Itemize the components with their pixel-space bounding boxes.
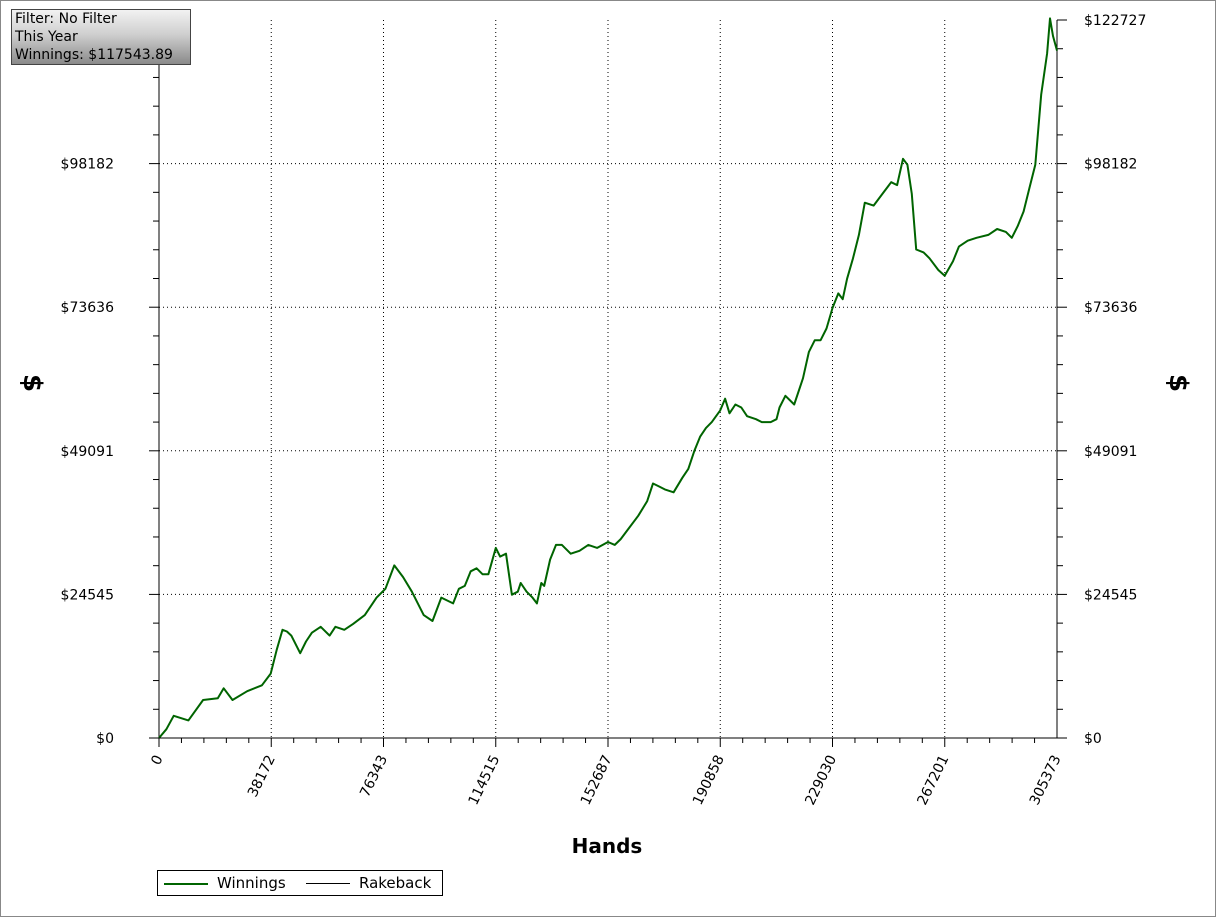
y-tick-label-left: $73636 [61, 300, 115, 316]
y-axis-title-right: $ [1163, 374, 1193, 392]
x-tick-label: 190858 [690, 753, 728, 808]
y-tick-label-left: $0 [96, 731, 114, 747]
legend-swatch-rakeback [306, 883, 350, 884]
legend-swatch-winnings [164, 883, 208, 885]
legend-label-rakeback: Rakeback [359, 874, 432, 892]
x-tick-label: 152687 [578, 753, 616, 808]
x-tick-label: 229030 [802, 753, 840, 808]
period-text: This Year [15, 29, 78, 45]
label-layer: $0 $0 $24545 $24545 $49091 $49091 $73636 $73636… [52, 13, 1147, 808]
y-tick-label-right: $122727 [1084, 13, 1146, 29]
legend: Winnings Rakeback [157, 870, 443, 896]
x-tick-label: 0 [148, 753, 166, 768]
x-axis-title: Hands [572, 834, 643, 858]
winnings-text: Winnings: $117543.89 [15, 47, 173, 63]
x-tick-label: 305373 [1027, 753, 1065, 808]
y-tick-label-right: $24545 [1084, 587, 1137, 603]
series-layer [158, 17, 1058, 739]
x-tick-label: 114515 [466, 753, 504, 808]
x-tick-label: 267201 [915, 753, 953, 808]
y-tick-label-right: $98182 [1084, 157, 1137, 173]
legend-label-winnings: Winnings [217, 874, 286, 892]
filter-text: Filter: No Filter [15, 11, 117, 27]
y-tick-label-left: $24545 [61, 587, 114, 603]
series-line-winnings [158, 17, 1058, 739]
grid-layer [159, 20, 1057, 738]
y-tick-label-right: $49091 [1084, 444, 1137, 460]
y-tick-label-left: $49091 [61, 444, 114, 460]
y-tick-label-right: $73636 [1084, 300, 1138, 316]
filter-info-box: Filter: No Filter This Year Winnings: $1… [11, 9, 191, 65]
y-axis-title-left: $ [17, 374, 47, 392]
y-tick-label-right: $0 [1084, 731, 1102, 747]
x-tick-label: 76343 [357, 753, 391, 800]
x-tick-label: 38172 [245, 753, 279, 800]
y-tick-label-left: $98182 [61, 157, 114, 173]
tick-layer [149, 19, 1067, 747]
